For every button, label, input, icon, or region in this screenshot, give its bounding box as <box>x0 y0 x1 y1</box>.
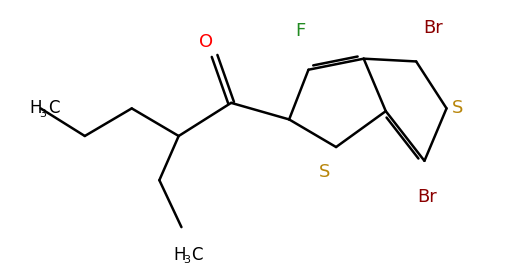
Text: S: S <box>319 163 331 181</box>
Text: Br: Br <box>423 19 442 37</box>
Text: S: S <box>452 99 463 118</box>
Text: H: H <box>173 246 186 264</box>
Text: F: F <box>295 22 305 40</box>
Text: O: O <box>199 33 214 51</box>
Text: Br: Br <box>417 188 437 206</box>
Text: C: C <box>48 99 59 118</box>
Text: 3: 3 <box>183 255 190 265</box>
Text: C: C <box>191 246 203 264</box>
Text: 3: 3 <box>39 109 47 119</box>
Text: H: H <box>30 99 42 118</box>
